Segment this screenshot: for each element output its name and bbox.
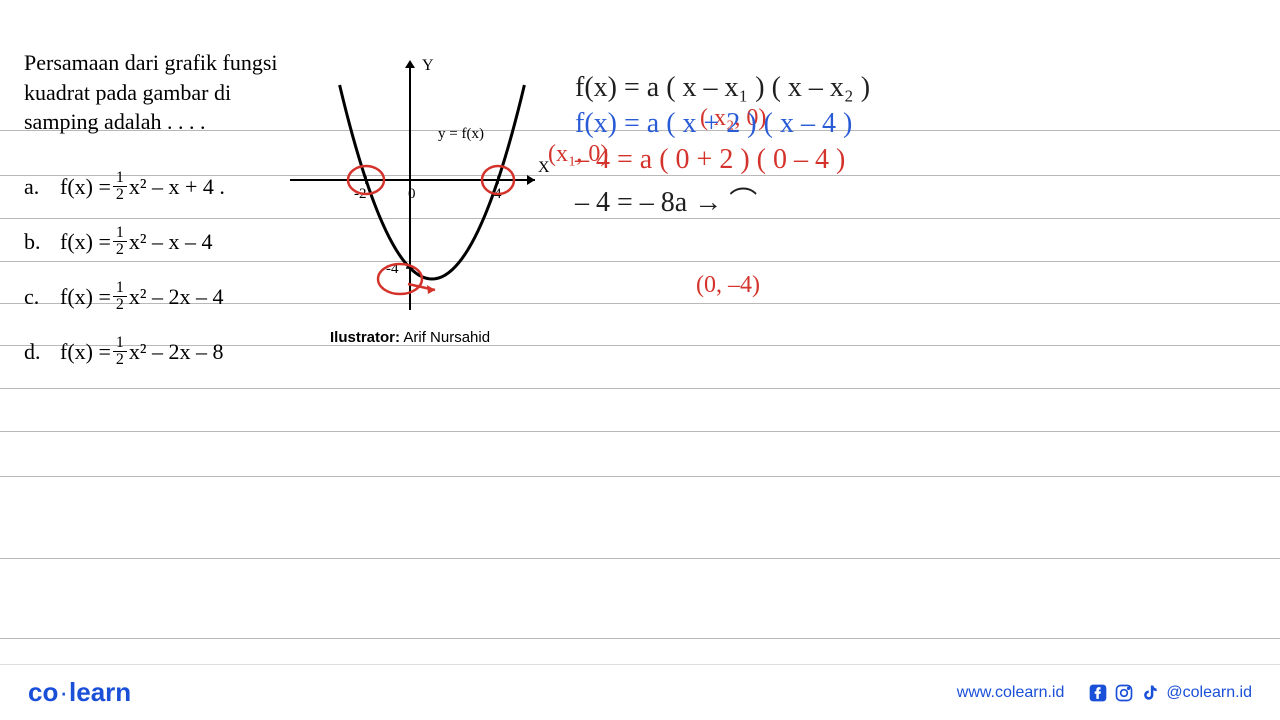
- option-formula: f(x) = 12x² – x – 4: [60, 225, 213, 258]
- facebook-icon: [1088, 683, 1108, 703]
- question-text: Persamaan dari grafik fungsi kuadrat pad…: [24, 48, 284, 137]
- footer-url: www.colearn.id: [957, 684, 1065, 702]
- option-label: c.: [24, 284, 60, 310]
- handwriting-line: – 4 = – 8a → ⌒: [575, 180, 1255, 220]
- option-label: a.: [24, 174, 60, 200]
- parabola-graph: YXy = f(x)-204-4: [280, 50, 550, 350]
- svg-text:Y: Y: [422, 57, 434, 74]
- footer-right: www.colearn.id @colearn.id: [957, 683, 1252, 703]
- illustrator-name: Arif Nursahid: [403, 329, 490, 346]
- instagram-icon: [1114, 683, 1134, 703]
- illustrator-credit: Ilustrator: Arif Nursahid: [330, 329, 490, 346]
- social-links: @colearn.id: [1088, 683, 1252, 703]
- illustrator-label: Ilustrator:: [330, 329, 400, 346]
- handwriting-line: f(x) = a ( x – x₁ ) ( x – x₂ ): [575, 72, 1255, 104]
- answer-options: a.f(x) = 12x² – x + 4 .b.f(x) = 12x² – x…: [24, 170, 225, 390]
- option-label: b.: [24, 229, 60, 255]
- answer-option: a.f(x) = 12x² – x + 4 .: [24, 170, 225, 203]
- option-label: d.: [24, 339, 60, 365]
- tiktok-icon: [1140, 683, 1160, 703]
- annotation-vertex: (0, –4): [696, 272, 760, 299]
- logo-part-2: learn: [69, 677, 131, 707]
- option-formula: f(x) = 12x² – 2x – 8: [60, 335, 224, 368]
- answer-option: b.f(x) = 12x² – x – 4: [24, 225, 225, 258]
- answer-option: d.f(x) = 12x² – 2x – 8: [24, 335, 225, 368]
- answer-option: c.f(x) = 12x² – 2x – 4: [24, 280, 225, 313]
- option-formula: f(x) = 12x² – 2x – 4: [60, 280, 224, 313]
- brand-logo: co·learn: [28, 677, 131, 708]
- svg-text:0: 0: [408, 186, 416, 202]
- social-handle: @colearn.id: [1166, 684, 1252, 702]
- logo-part-1: co: [28, 677, 58, 707]
- handwritten-working: f(x) = a ( x – x₁ ) ( x – x₂ ) f(x) = a (…: [575, 72, 1255, 224]
- svg-text:y = f(x): y = f(x): [438, 126, 484, 142]
- handwriting-line: f(x) = a ( x + 2 ) ( x – 4 ): [575, 108, 1255, 140]
- handwriting-line: – 4 = a ( 0 + 2 ) ( 0 – 4 ): [575, 144, 1255, 176]
- logo-dot: ·: [59, 677, 68, 707]
- option-formula: f(x) = 12x² – x + 4 .: [60, 170, 225, 203]
- footer: co·learn www.colearn.id @colearn.id: [0, 664, 1280, 720]
